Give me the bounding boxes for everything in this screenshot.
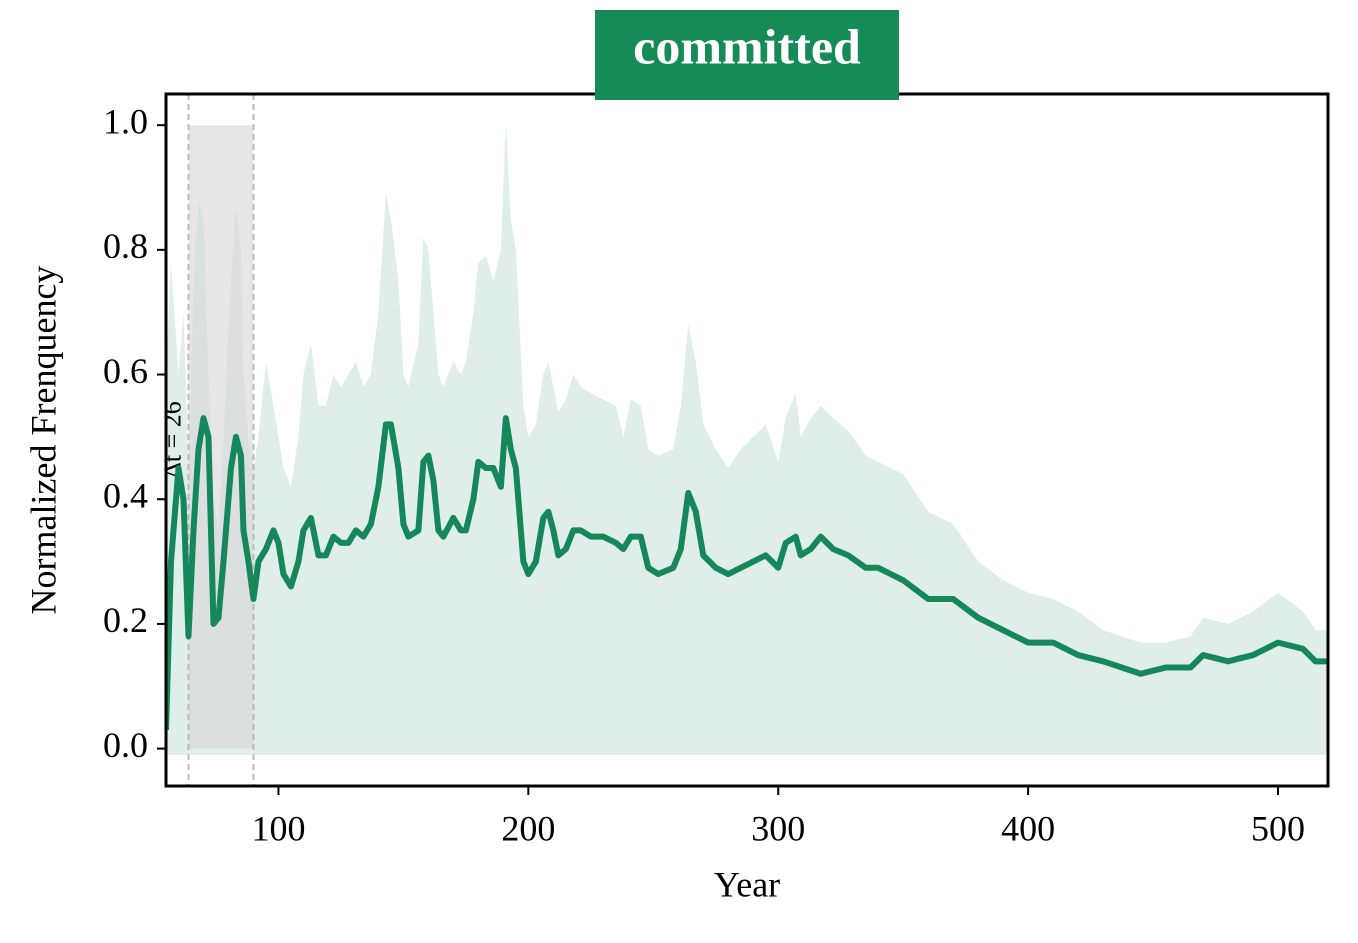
x-tick-label: 100 — [251, 808, 305, 848]
line-series — [166, 415, 1328, 730]
y-tick-label: 0.8 — [103, 226, 148, 266]
x-tick-label: 200 — [501, 808, 555, 848]
x-tick-label: 300 — [751, 808, 805, 848]
x-axis-label: Year — [714, 864, 780, 904]
y-tick-label: 0.4 — [103, 475, 148, 515]
x-tick-label: 400 — [1001, 808, 1055, 848]
y-tick-label: 0.0 — [103, 725, 148, 765]
y-tick-label: 1.0 — [103, 101, 148, 141]
highlight-annotation: Δt = 26 — [157, 401, 186, 479]
title-box — [595, 10, 899, 100]
y-tick-label: 0.6 — [103, 351, 148, 391]
plot-area: Δt = 26 — [157, 94, 1328, 786]
y-axis-label: Normalized Frenquency — [23, 266, 63, 615]
y-tick-label: 0.2 — [103, 600, 148, 640]
band-area — [166, 125, 1328, 755]
x-tick-label: 500 — [1251, 808, 1305, 848]
chart-title: committed — [633, 18, 861, 74]
